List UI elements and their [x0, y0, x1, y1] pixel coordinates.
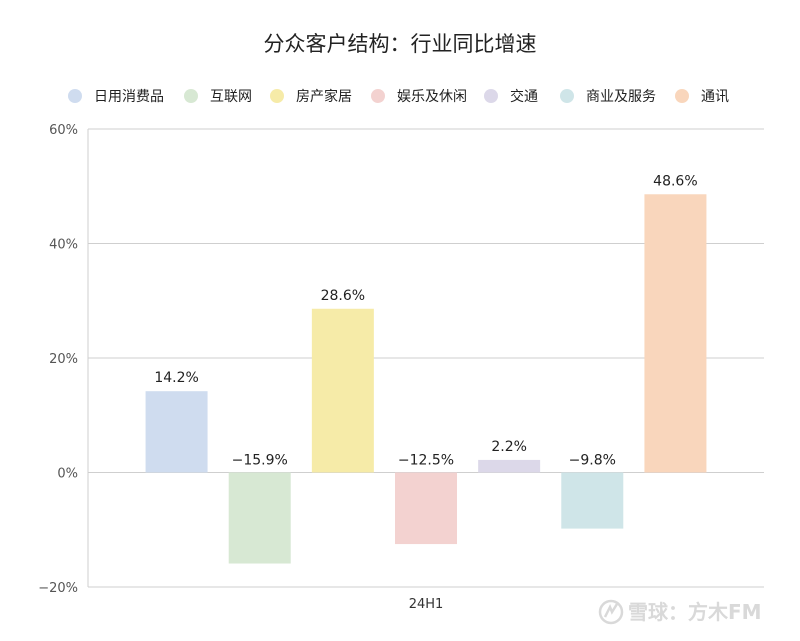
- bar-7: [644, 194, 707, 473]
- data-labels: 14.2% −15.9% 28.6% −12.5% 2.2% −9.8% 48.6%: [154, 173, 697, 468]
- legend-item: 交通: [484, 88, 538, 105]
- legend-swatch: [270, 89, 284, 103]
- data-label: −15.9%: [232, 453, 288, 469]
- bar-2: [228, 472, 291, 564]
- legend-label: 日用消费品: [94, 89, 164, 105]
- legend-swatch: [560, 89, 574, 103]
- legend-swatch: [484, 89, 498, 103]
- legend-swatch: [184, 89, 198, 103]
- legend-label: 通讯: [701, 89, 729, 105]
- legend-item: 互联网: [184, 89, 252, 105]
- legend-label: 娱乐及休闲: [397, 89, 467, 105]
- legend-label: 交通: [510, 88, 538, 105]
- bar-5: [478, 459, 541, 473]
- data-label: 14.2%: [154, 370, 198, 386]
- data-label: −9.8%: [569, 453, 616, 469]
- x-axis-categories: 24H1: [409, 597, 444, 612]
- watermark-text: 雪球：方木FM: [628, 600, 762, 624]
- legend-label: 房产家居: [296, 88, 352, 105]
- legend: 日用消费品 互联网 房产家居 娱乐及休闲 交通 商业及服务 通讯: [68, 88, 729, 105]
- watermark: 雪球：方木FM: [598, 599, 762, 625]
- bar-6: [561, 472, 624, 529]
- legend-item: 日用消费品: [68, 89, 164, 105]
- legend-label: 互联网: [210, 89, 252, 105]
- y-tick-label: 60%: [49, 123, 78, 138]
- y-tick-label: 20%: [49, 352, 78, 367]
- legend-swatch: [675, 89, 689, 103]
- legend-item: 商业及服务: [560, 89, 656, 105]
- legend-item: 通讯: [675, 89, 729, 105]
- chart-title: 分众客户结构：行业同比增速: [264, 32, 537, 56]
- bar-3: [311, 308, 374, 473]
- watermark-logo-icon: [598, 599, 624, 625]
- data-label: 2.2%: [491, 439, 527, 455]
- y-tick-label: 0%: [57, 467, 78, 482]
- legend-label: 商业及服务: [586, 89, 656, 105]
- bars: [145, 194, 707, 564]
- bar-1: [145, 391, 208, 473]
- data-label: −12.5%: [398, 453, 454, 469]
- y-tick-label: −20%: [38, 581, 78, 596]
- legend-item: 娱乐及休闲: [371, 89, 467, 105]
- x-category-label: 24H1: [409, 597, 444, 612]
- data-label: 48.6%: [653, 173, 697, 189]
- data-label: 28.6%: [321, 288, 365, 304]
- y-axis-ticks: −20% 0% 20% 40% 60%: [38, 123, 78, 596]
- legend-swatch: [68, 89, 82, 103]
- legend-swatch: [371, 89, 385, 103]
- legend-item: 房产家居: [270, 88, 352, 105]
- y-tick-label: 40%: [49, 238, 78, 253]
- bar-4: [395, 472, 457, 545]
